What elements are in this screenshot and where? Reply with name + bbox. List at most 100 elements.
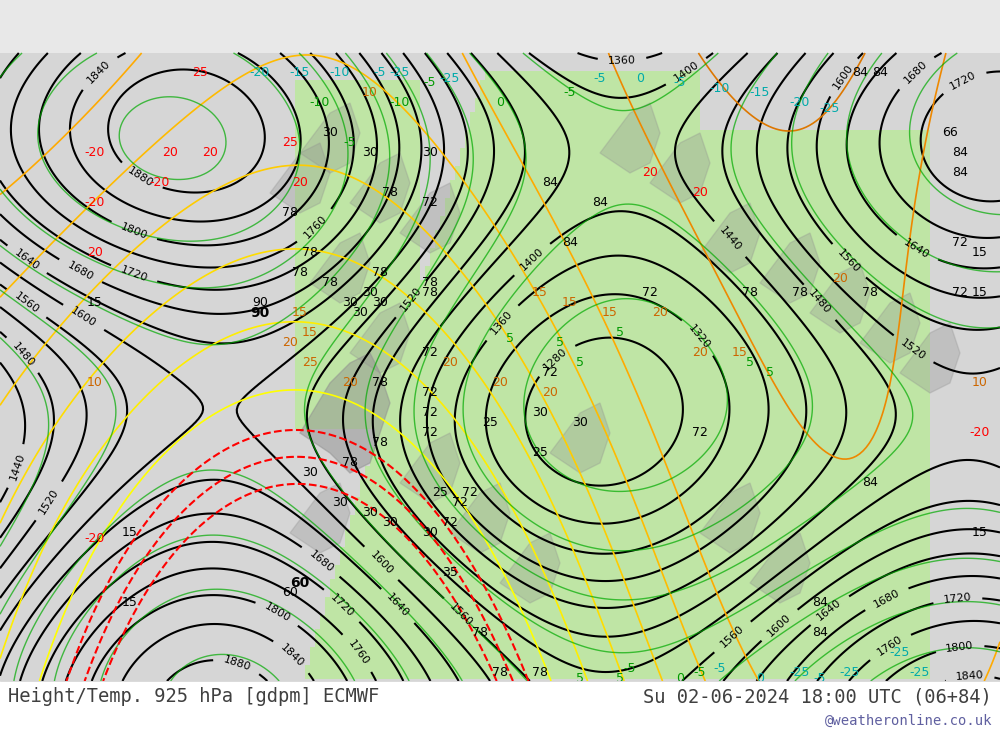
Text: 30: 30	[302, 466, 318, 479]
Text: -25: -25	[820, 101, 840, 114]
Text: 5: 5	[556, 336, 564, 350]
Text: 1880: 1880	[126, 166, 155, 190]
Text: 1680: 1680	[307, 548, 335, 575]
Polygon shape	[300, 353, 390, 473]
Text: 1480: 1480	[10, 340, 36, 369]
Text: 72: 72	[452, 496, 468, 509]
Text: 30: 30	[362, 147, 378, 160]
Text: 1400: 1400	[672, 60, 701, 84]
Polygon shape	[500, 533, 560, 603]
Text: 78: 78	[322, 276, 338, 290]
Text: 84: 84	[812, 597, 828, 610]
Text: 15: 15	[122, 597, 138, 610]
Text: 5: 5	[766, 366, 774, 380]
Polygon shape	[700, 483, 760, 553]
Text: -20: -20	[85, 196, 105, 210]
Text: 72: 72	[542, 366, 558, 380]
Polygon shape	[270, 143, 330, 213]
Polygon shape	[750, 533, 810, 603]
Text: 1560: 1560	[835, 248, 862, 275]
Text: 30: 30	[352, 306, 368, 320]
Text: 15: 15	[972, 246, 988, 259]
Text: 1760: 1760	[346, 638, 370, 667]
Text: 0: 0	[756, 671, 764, 685]
Text: 10: 10	[87, 377, 103, 389]
Text: 1680: 1680	[872, 587, 901, 609]
Polygon shape	[310, 233, 370, 303]
Text: 10: 10	[972, 377, 988, 389]
Text: -5: -5	[594, 72, 606, 84]
Text: -5: -5	[674, 76, 686, 89]
Text: 72: 72	[692, 427, 708, 440]
Text: -5: -5	[814, 671, 826, 685]
Text: 25: 25	[282, 136, 298, 150]
Text: -20: -20	[150, 177, 170, 190]
Text: 30: 30	[342, 297, 358, 309]
Text: 1320: 1320	[686, 323, 712, 351]
Text: 35: 35	[442, 567, 458, 580]
Bar	[0, 681, 1000, 733]
Text: 25: 25	[432, 487, 448, 499]
Text: 0: 0	[496, 97, 504, 109]
Text: 78: 78	[292, 267, 308, 279]
Text: -5: -5	[624, 661, 636, 674]
Text: 78: 78	[382, 186, 398, 199]
Text: 84: 84	[952, 166, 968, 180]
Text: 20: 20	[642, 166, 658, 180]
Text: 1800: 1800	[945, 640, 974, 654]
Text: 25: 25	[532, 446, 548, 460]
Text: 78: 78	[492, 666, 508, 679]
Text: -15: -15	[750, 86, 770, 100]
Polygon shape	[860, 293, 920, 363]
Polygon shape	[350, 303, 410, 373]
Text: 1520: 1520	[398, 285, 423, 313]
Text: 78: 78	[862, 287, 878, 300]
Text: 1640: 1640	[385, 592, 411, 619]
Text: 1720: 1720	[119, 265, 149, 284]
Text: 20: 20	[542, 386, 558, 399]
Text: 20: 20	[162, 147, 178, 160]
Text: 72: 72	[952, 287, 968, 300]
Text: 84: 84	[952, 147, 968, 160]
Text: 1520: 1520	[899, 337, 927, 362]
Text: -5: -5	[694, 666, 706, 679]
Text: 1760: 1760	[302, 213, 329, 240]
Text: 5: 5	[746, 356, 754, 369]
Text: 78: 78	[372, 377, 388, 389]
Text: -20: -20	[970, 427, 990, 440]
Text: 5: 5	[576, 356, 584, 369]
Text: -10: -10	[310, 97, 330, 109]
Text: 1520: 1520	[37, 487, 61, 516]
Text: -25: -25	[790, 666, 810, 679]
Text: 84: 84	[872, 67, 888, 79]
Text: 72: 72	[442, 517, 458, 529]
Text: 30: 30	[422, 526, 438, 539]
Text: 1680: 1680	[66, 260, 95, 283]
Text: 1640: 1640	[815, 597, 844, 623]
Text: 78: 78	[472, 627, 488, 639]
Polygon shape	[350, 153, 410, 223]
Text: 78: 78	[792, 287, 808, 300]
Text: 30: 30	[322, 127, 338, 139]
Text: 1400: 1400	[518, 246, 545, 273]
Text: 1640: 1640	[12, 247, 41, 272]
Text: 20: 20	[692, 347, 708, 359]
Text: 84: 84	[592, 196, 608, 210]
Text: -15: -15	[290, 67, 310, 79]
Text: -10: -10	[390, 97, 410, 109]
Text: 25: 25	[302, 356, 318, 369]
Text: 78: 78	[532, 666, 548, 679]
Polygon shape	[810, 263, 870, 333]
Polygon shape	[760, 233, 820, 303]
Text: 15: 15	[602, 306, 618, 320]
Text: 1600: 1600	[69, 306, 98, 329]
Text: 1560: 1560	[719, 624, 746, 650]
Text: 1440: 1440	[717, 225, 743, 253]
Text: 66: 66	[942, 127, 958, 139]
Text: 20: 20	[292, 177, 308, 190]
Text: 20: 20	[342, 377, 358, 389]
Text: 1360: 1360	[608, 56, 636, 67]
Text: -25: -25	[890, 647, 910, 660]
Text: 72: 72	[422, 407, 438, 419]
Text: 84: 84	[812, 627, 828, 639]
